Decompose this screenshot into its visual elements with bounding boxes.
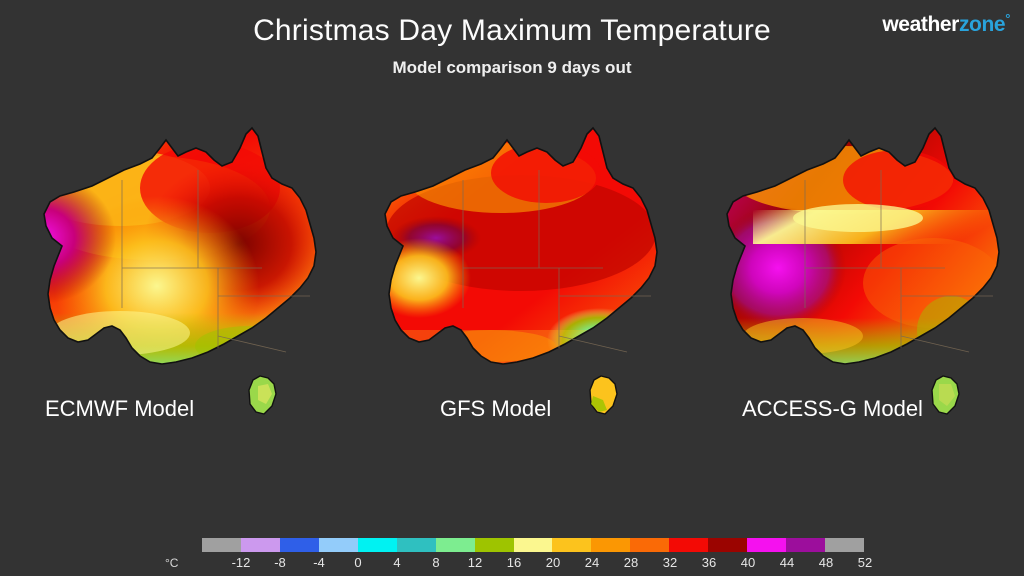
map-panel-ecmwf[interactable]: [0, 118, 341, 418]
colorbar-segment-13: [708, 538, 748, 552]
colorbar-tick-20: 20: [545, 555, 561, 570]
state-borders-access-g: [804, 170, 993, 353]
colorbar-segment-14: [747, 538, 787, 552]
coastline-gfs: [384, 126, 658, 365]
colorbar-segment-12: [669, 538, 709, 552]
colorbar-segment-10: [591, 538, 631, 552]
colorbar-unit-label: °C: [165, 556, 179, 570]
colorbar-tick-4: 4: [393, 555, 401, 570]
logo-degree-icon: °: [1005, 11, 1010, 26]
logo-text-weather: weather: [882, 13, 959, 36]
australia-heatmap-gfs: [384, 126, 658, 415]
page-subtitle: Model comparison 9 days out: [392, 58, 632, 77]
colorbar-segment-11: [630, 538, 670, 552]
logo-text-zone: zone: [958, 13, 1006, 36]
colorbar-segment-4: [357, 538, 397, 552]
model-label-access-g: ACCESS-G Model: [742, 396, 923, 421]
map-panel-gfs[interactable]: [341, 118, 682, 418]
tasmania-access-g: [931, 375, 960, 415]
header: Christmas Day Maximum Temperature Model …: [0, 0, 1024, 100]
model-label-ecmwf: ECMWF Model: [45, 396, 195, 421]
colorbar-tick-48: 48: [818, 555, 834, 570]
colorbar-segment-9: [552, 538, 592, 552]
colorbar-tick--4: -4: [313, 555, 325, 570]
state-borders-gfs: [462, 170, 651, 353]
state-borders-ecmwf: [121, 170, 310, 353]
page-title: Christmas Day Maximum Temperature: [253, 14, 771, 47]
colorbar-tick-24: 24: [584, 555, 600, 570]
colorbar-segment-5: [396, 538, 436, 552]
colorbar-segment-7: [474, 538, 514, 552]
coastline-ecmwf: [43, 126, 317, 365]
colorbar-tick-36: 36: [701, 555, 717, 570]
model-label-gfs: GFS Model: [440, 396, 552, 421]
colorbar-segment-0: [202, 538, 241, 552]
colorbar-tick-8: 8: [432, 555, 440, 570]
colorbar-segment-1: [240, 538, 280, 552]
australia-heatmap-ecmwf: [43, 126, 317, 415]
colorbar-segment-15: [786, 538, 825, 552]
tasmania-ecmwf: [248, 375, 277, 415]
colorbar-tick-32: 32: [662, 555, 678, 570]
australia-heatmap-access-g: [726, 126, 1000, 415]
temperature-colorbar: [202, 538, 864, 552]
map-panel-access-g[interactable]: [683, 118, 1024, 418]
colorbar-segment-8: [513, 538, 553, 552]
colorbar-segment-16: [825, 538, 864, 552]
colorbar-tick-0: 0: [354, 555, 362, 570]
colorbar-tick-40: 40: [740, 555, 756, 570]
colorbar-tick-44: 44: [779, 555, 795, 570]
tasmania-gfs: [589, 375, 618, 415]
colorbar-tick-12: 12: [467, 555, 483, 570]
colorbar-segment-3: [318, 538, 358, 552]
colorbar-segment-6: [435, 538, 475, 552]
colorbar-tick--8: -8: [274, 555, 286, 570]
coastline-access-g: [726, 126, 1000, 365]
colorbar-tick-28: 28: [623, 555, 639, 570]
colorbar-tick-labels: °C -12 -8 -4 0 4 8 12 16 20 24 28 32 36 40 44 48 52: [0, 554, 1024, 574]
colorbar-segment-2: [279, 538, 319, 552]
colorbar-tick--12: -12: [231, 555, 251, 570]
weatherzone-logo[interactable]: weatherzone°: [882, 12, 1010, 35]
colorbar-tick-52: 52: [857, 555, 873, 570]
colorbar-tick-16: 16: [506, 555, 522, 570]
